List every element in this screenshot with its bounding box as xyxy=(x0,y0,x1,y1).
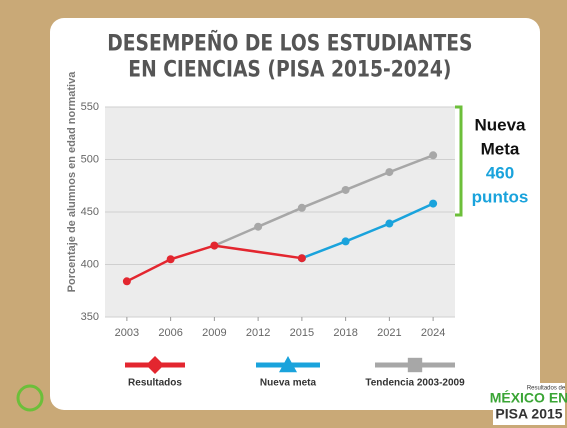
point xyxy=(341,237,350,246)
title-line: EN CIENCIAS (PISA 2015-2024) xyxy=(128,56,451,82)
x-tick-label: 2021 xyxy=(377,327,401,339)
left-logo xyxy=(16,384,44,412)
legend-marker xyxy=(146,356,164,374)
legend-label: Nueva meta xyxy=(260,378,317,389)
x-tick-label: 2012 xyxy=(246,327,270,339)
series-line xyxy=(301,202,434,260)
logo-text: MÉXICO EN xyxy=(490,390,567,406)
point xyxy=(429,151,438,160)
y-tick-label: 550 xyxy=(81,101,99,113)
point xyxy=(297,203,306,212)
legend-label: Resultados xyxy=(128,378,182,389)
y-tick-label: 500 xyxy=(81,153,99,165)
annotation-text: Nueva xyxy=(474,115,526,134)
legend-label: Tendencia 2003-2009 xyxy=(365,378,465,389)
bracket xyxy=(455,105,463,217)
point xyxy=(210,241,219,250)
logo-text: Resultados de xyxy=(527,386,566,392)
y-axis-label: Porcentaje de alumnos en edad normativa xyxy=(66,71,78,293)
annotation-text: puntos xyxy=(472,187,529,206)
point xyxy=(385,219,394,228)
y-tick-label: 350 xyxy=(81,311,99,323)
series-line xyxy=(126,244,303,283)
y-tick-label: 400 xyxy=(81,258,99,270)
logo-text: PISA 2015 xyxy=(495,406,562,422)
x-tick-label: 2009 xyxy=(202,327,226,339)
annotation-value: 460 xyxy=(486,163,514,182)
annotation-text: Meta xyxy=(481,139,520,158)
title-line: DESEMPEÑO DE LOS ESTUDIANTES xyxy=(107,29,472,56)
point xyxy=(385,168,394,177)
point xyxy=(122,277,131,286)
legend-marker xyxy=(407,357,423,373)
x-tick-label: 2003 xyxy=(115,327,139,339)
x-tick-label: 2006 xyxy=(158,327,182,339)
series-line xyxy=(213,154,434,247)
y-tick-label: 450 xyxy=(81,206,99,218)
logo-box xyxy=(493,383,565,425)
x-tick-label: 2024 xyxy=(421,327,445,339)
x-tick-label: 2015 xyxy=(290,327,314,339)
point xyxy=(429,199,438,208)
legend-marker xyxy=(279,356,297,373)
x-tick-label: 2018 xyxy=(333,327,357,339)
point xyxy=(166,255,175,264)
point xyxy=(341,185,350,194)
point xyxy=(297,254,306,263)
point xyxy=(254,222,263,231)
